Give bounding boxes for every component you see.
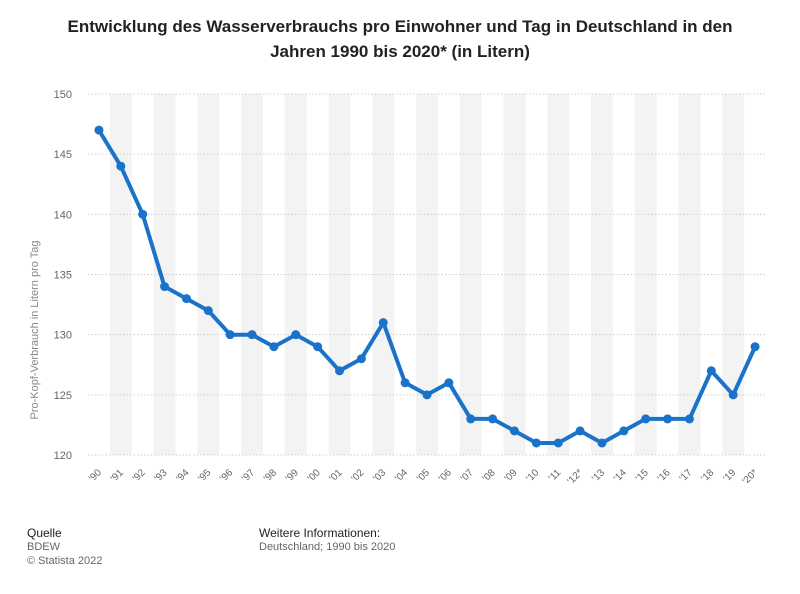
x-tick-label: '04 bbox=[393, 467, 410, 484]
column-band bbox=[503, 94, 526, 455]
copyright: © Statista 2022 bbox=[27, 555, 103, 567]
data-point bbox=[160, 282, 170, 292]
x-tick-label: '95 bbox=[196, 467, 213, 484]
y-axis-label: Pro-Kopf-Verbrauch in Litern pro Tag bbox=[29, 240, 41, 420]
x-tick-label: '20* bbox=[740, 467, 760, 487]
x-tick-label: '07 bbox=[459, 467, 476, 484]
data-point bbox=[203, 306, 213, 316]
data-point bbox=[181, 294, 191, 304]
info-heading[interactable]: Weitere Informationen: bbox=[259, 526, 381, 540]
y-tick-label: 150 bbox=[54, 89, 72, 101]
data-point bbox=[684, 414, 694, 424]
data-point bbox=[553, 438, 563, 448]
y-tick-label: 140 bbox=[54, 209, 72, 221]
source-block: Quelle BDEW © Statista 2022 bbox=[27, 526, 102, 568]
data-point bbox=[531, 438, 541, 448]
data-point bbox=[750, 342, 760, 352]
data-point bbox=[663, 414, 673, 424]
x-tick-label: '99 bbox=[284, 467, 301, 484]
data-point bbox=[247, 330, 257, 340]
x-tick-label: '18 bbox=[699, 467, 716, 484]
x-tick-label: '11 bbox=[547, 467, 564, 484]
x-tick-label: '09 bbox=[503, 467, 520, 484]
data-point bbox=[422, 390, 432, 400]
y-tick-label: 130 bbox=[54, 330, 72, 342]
y-tick-label: 125 bbox=[54, 390, 72, 402]
data-point bbox=[575, 426, 585, 436]
info-block: Weitere Informationen: Deutschland; 1990… bbox=[259, 526, 395, 554]
data-point bbox=[597, 438, 607, 448]
x-tick-label: '00 bbox=[306, 467, 323, 484]
data-point bbox=[116, 161, 126, 171]
chart-title: Entwicklung des Wasserverbrauchs pro Ein… bbox=[67, 17, 733, 61]
data-point bbox=[94, 125, 104, 135]
source-name: BDEW bbox=[27, 541, 60, 553]
data-point bbox=[269, 342, 279, 352]
x-tick-label: '96 bbox=[218, 467, 235, 484]
source-heading[interactable]: Quelle bbox=[27, 526, 62, 540]
data-point bbox=[356, 354, 366, 364]
column-band bbox=[153, 94, 176, 455]
column-band bbox=[416, 94, 438, 455]
x-tick-label: '97 bbox=[240, 467, 257, 484]
x-tick-label: '90 bbox=[87, 467, 104, 484]
data-point bbox=[509, 426, 519, 436]
x-tick-label: '93 bbox=[153, 467, 170, 484]
x-tick-label: '14 bbox=[612, 467, 629, 484]
data-point bbox=[378, 318, 388, 328]
data-point bbox=[138, 209, 148, 219]
x-tick-label: '98 bbox=[262, 467, 279, 484]
data-point bbox=[488, 414, 498, 424]
x-tick-label: '15 bbox=[634, 467, 651, 484]
y-tick-label: 145 bbox=[54, 149, 72, 161]
x-tick-label: '16 bbox=[656, 467, 673, 484]
x-tick-label: '19 bbox=[721, 467, 738, 484]
info-text: Deutschland; 1990 bis 2020 bbox=[259, 541, 396, 553]
y-tick-label: 135 bbox=[54, 270, 72, 282]
x-tick-label: '17 bbox=[678, 467, 695, 484]
data-point bbox=[466, 414, 476, 424]
column-band bbox=[591, 94, 613, 455]
data-point bbox=[728, 390, 738, 400]
x-tick-label: '05 bbox=[415, 467, 432, 484]
data-point bbox=[619, 426, 629, 436]
x-tick-label: '03 bbox=[371, 467, 388, 484]
x-tick-label: '13 bbox=[590, 467, 607, 484]
data-point bbox=[291, 330, 301, 340]
x-tick-label: '10 bbox=[524, 467, 541, 484]
x-tick-label: '94 bbox=[175, 467, 192, 484]
x-tick-label: '01 bbox=[328, 467, 345, 484]
x-tick-label: '06 bbox=[437, 467, 454, 484]
data-point bbox=[400, 378, 410, 388]
data-point bbox=[706, 366, 716, 376]
column-band bbox=[241, 94, 263, 455]
data-point bbox=[335, 366, 345, 376]
x-tick-label: '91 bbox=[109, 467, 126, 484]
x-tick-label: '02 bbox=[350, 467, 367, 484]
data-point bbox=[313, 342, 323, 352]
line-chart: 120 125 130 135 140 145 150 '90 '91 '92 '93 '94'95… bbox=[54, 89, 766, 487]
x-tick-label: '92 bbox=[131, 467, 148, 484]
y-tick-label: 120 bbox=[54, 450, 72, 462]
data-point bbox=[444, 378, 454, 388]
column-band bbox=[678, 94, 701, 455]
data-point bbox=[225, 330, 235, 340]
x-tick-label: '12* bbox=[565, 467, 585, 487]
x-tick-label: '08 bbox=[481, 467, 498, 484]
data-point bbox=[641, 414, 651, 424]
